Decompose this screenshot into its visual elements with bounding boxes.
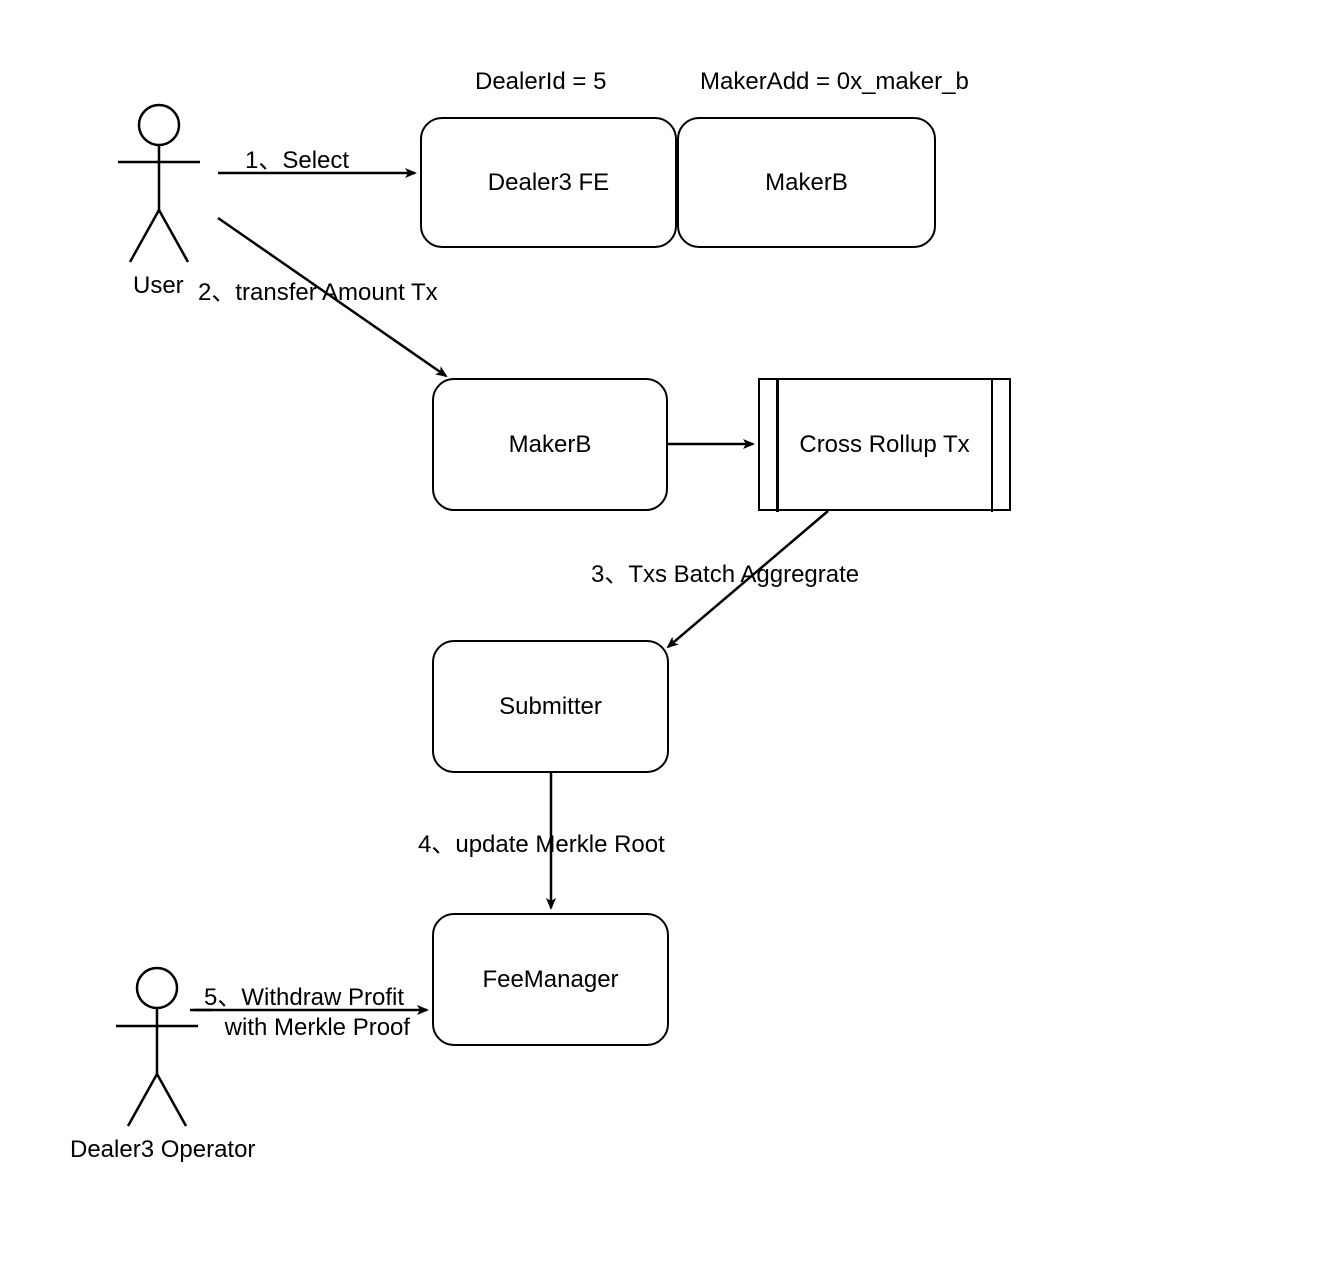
node-cross-rollup-tx-label: Cross Rollup Tx	[799, 431, 969, 459]
node-cross-rollup-tx: Cross Rollup Tx	[758, 378, 1011, 511]
header-maker-add: MakerAdd = 0x_maker_b	[700, 68, 969, 96]
node-maker-b-top-label: MakerB	[765, 169, 848, 197]
actor-dealer3-operator-label: Dealer3 Operator	[70, 1136, 255, 1164]
node-fee-manager: FeeManager	[432, 913, 669, 1046]
actor-dealer3-operator-icon	[116, 968, 198, 1126]
edge-label-4: 4、update Merkle Root	[418, 824, 665, 859]
edge-label-2: 2、transfer Amount Tx	[198, 272, 438, 307]
edge-label-1: 1、Select	[245, 140, 349, 175]
node-dealer3-fe: Dealer3 FE	[420, 117, 677, 248]
actor-user-icon	[118, 105, 200, 262]
node-submitter-label: Submitter	[499, 693, 602, 721]
node-submitter: Submitter	[432, 640, 669, 773]
edge-label-5: 5、Withdraw Profit with Merkle Proof	[198, 983, 410, 1043]
edge-label-3: 3、Txs Batch Aggregrate	[591, 554, 859, 589]
flow-diagram: DealerId = 5 MakerAdd = 0x_maker_b Deale…	[0, 0, 1332, 1266]
node-dealer3-fe-label: Dealer3 FE	[488, 169, 609, 197]
node-fee-manager-label: FeeManager	[482, 966, 618, 994]
node-maker-b-top: MakerB	[677, 117, 936, 248]
node-maker-b-mid: MakerB	[432, 378, 668, 511]
node-maker-b-mid-label: MakerB	[509, 431, 592, 459]
actor-user-label: User	[133, 272, 184, 300]
header-dealer-id: DealerId = 5	[475, 68, 606, 96]
